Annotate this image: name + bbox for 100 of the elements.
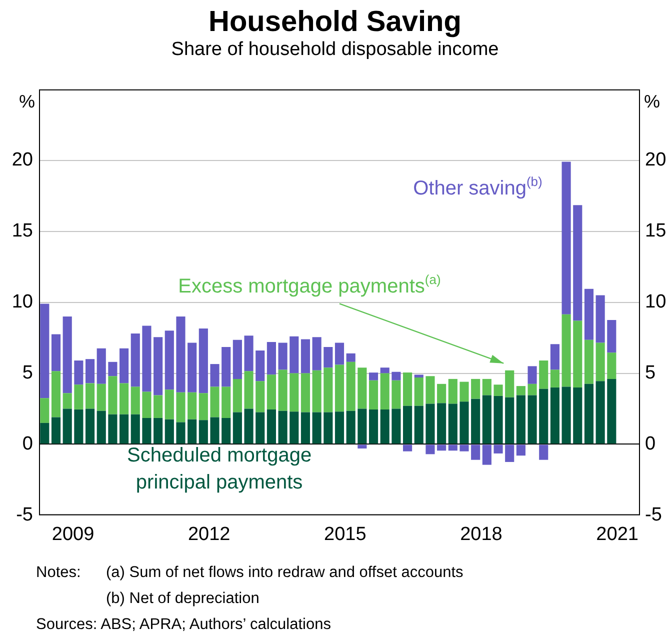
bar	[154, 418, 163, 444]
bar	[368, 372, 378, 380]
bar	[550, 344, 560, 370]
bar	[120, 414, 129, 444]
bar	[426, 444, 435, 454]
bar	[312, 337, 322, 370]
bar	[164, 419, 174, 444]
bar	[108, 362, 118, 376]
bar	[596, 295, 605, 343]
y-axis-title: %	[18, 91, 35, 112]
bar	[550, 387, 560, 444]
x-tick-label: 2012	[188, 524, 230, 545]
y-tick-label: 10	[12, 292, 33, 313]
bar	[573, 387, 582, 444]
bar	[596, 381, 605, 444]
bar	[505, 444, 514, 462]
bar	[120, 348, 129, 384]
bar	[539, 360, 548, 389]
bar	[437, 403, 446, 444]
bar	[176, 316, 186, 392]
bar	[437, 384, 446, 404]
bar	[460, 402, 469, 444]
bar	[334, 412, 344, 444]
bar	[539, 388, 548, 444]
bar	[154, 395, 163, 418]
bar	[85, 408, 95, 444]
bar	[142, 326, 152, 392]
bar	[142, 392, 152, 418]
bar	[584, 384, 594, 444]
bar	[51, 334, 61, 372]
bar	[414, 374, 424, 378]
bar	[528, 395, 537, 444]
bar	[448, 378, 458, 404]
bar	[96, 384, 106, 411]
x-tick-label: 2009	[52, 524, 94, 545]
x-tick-label: 2018	[460, 524, 502, 545]
bar	[278, 370, 288, 411]
bar	[368, 380, 378, 410]
bar	[573, 320, 582, 388]
bar	[482, 395, 492, 444]
bar	[482, 378, 492, 396]
bar	[51, 371, 61, 418]
bar	[300, 373, 310, 412]
y2-tick-label: 0	[645, 433, 656, 454]
y-tick-label: 20	[12, 150, 33, 171]
bar	[290, 373, 299, 412]
bar	[380, 373, 390, 410]
bar	[414, 378, 424, 406]
bar	[334, 364, 344, 412]
chart-subtitle: Share of household disposable income	[170, 38, 500, 62]
bar	[188, 342, 197, 392]
bar	[232, 378, 242, 412]
bar	[324, 368, 333, 412]
bar	[85, 383, 95, 409]
bar	[142, 418, 152, 444]
source-note: Sources: ABS; APRA; Authors’ calculations	[36, 615, 331, 635]
bar	[471, 444, 480, 460]
bar	[392, 380, 401, 409]
bar	[471, 378, 480, 399]
bar	[516, 386, 526, 396]
x-tick-label: 2015	[324, 524, 366, 545]
bar	[198, 420, 208, 444]
bar	[120, 383, 129, 414]
bar	[300, 412, 310, 444]
bar	[358, 368, 367, 409]
bar	[346, 353, 356, 362]
bar	[380, 409, 390, 444]
bar	[176, 422, 186, 444]
bar	[471, 398, 480, 444]
bar	[232, 340, 242, 379]
bar	[130, 334, 140, 387]
bar	[403, 444, 412, 452]
bar	[130, 414, 140, 444]
bar	[130, 386, 140, 414]
bar	[414, 406, 424, 444]
bar	[198, 328, 208, 394]
bar	[256, 412, 265, 444]
y-tick-label: 0	[22, 433, 33, 454]
y2-tick-label: 15	[645, 220, 666, 242]
bar	[324, 347, 333, 368]
bar	[62, 408, 72, 444]
bar	[256, 381, 265, 412]
bar	[607, 352, 616, 379]
bar	[244, 336, 254, 372]
bar	[494, 396, 503, 444]
bar	[188, 419, 197, 444]
bar	[278, 410, 288, 444]
bar	[290, 412, 299, 444]
bar	[494, 444, 503, 454]
bar	[74, 409, 84, 444]
bar	[516, 395, 526, 444]
bar	[40, 398, 50, 423]
bar	[232, 412, 242, 444]
bar	[448, 444, 458, 451]
bar	[96, 348, 106, 384]
bar	[437, 444, 446, 451]
bar	[176, 392, 186, 422]
bar	[85, 359, 95, 384]
bar	[74, 360, 84, 385]
bar	[539, 444, 548, 460]
